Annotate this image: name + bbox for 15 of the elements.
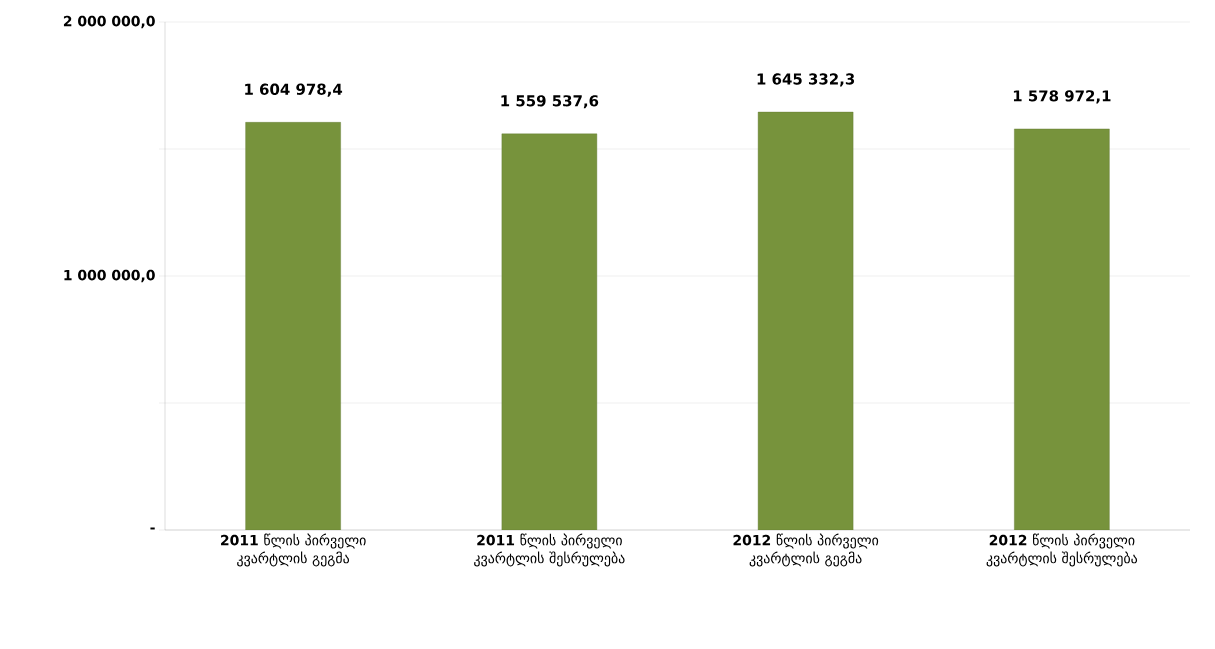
data-label: 1 578 972,1 (1013, 90, 1111, 104)
x-tick-label: 2011 წლის პირველი კვარტლის გეგმა (221, 533, 366, 567)
x-tick-label: 2011 წლის პირველი კვარტლის შესრულება (474, 533, 625, 567)
y-tick-label: 1 000 000,0 (64, 269, 155, 283)
data-label: 1 559 537,6 (501, 95, 599, 109)
data-label: 1 645 332,3 (757, 73, 855, 87)
y-tick-label: 2 000 000,0 (63, 15, 155, 29)
bar (245, 122, 341, 530)
data-label: 1 604 978,4 (245, 83, 343, 97)
bar (501, 133, 598, 530)
bar (757, 111, 854, 530)
x-tick-label: 2012 წლის პირველი კვარტლის შესრულება (986, 533, 1138, 567)
y-tick-label: - (150, 527, 155, 530)
bar (1014, 128, 1110, 530)
x-tick-label: 2012 წლის პირველი კვარტლის გეგმა (733, 533, 879, 567)
